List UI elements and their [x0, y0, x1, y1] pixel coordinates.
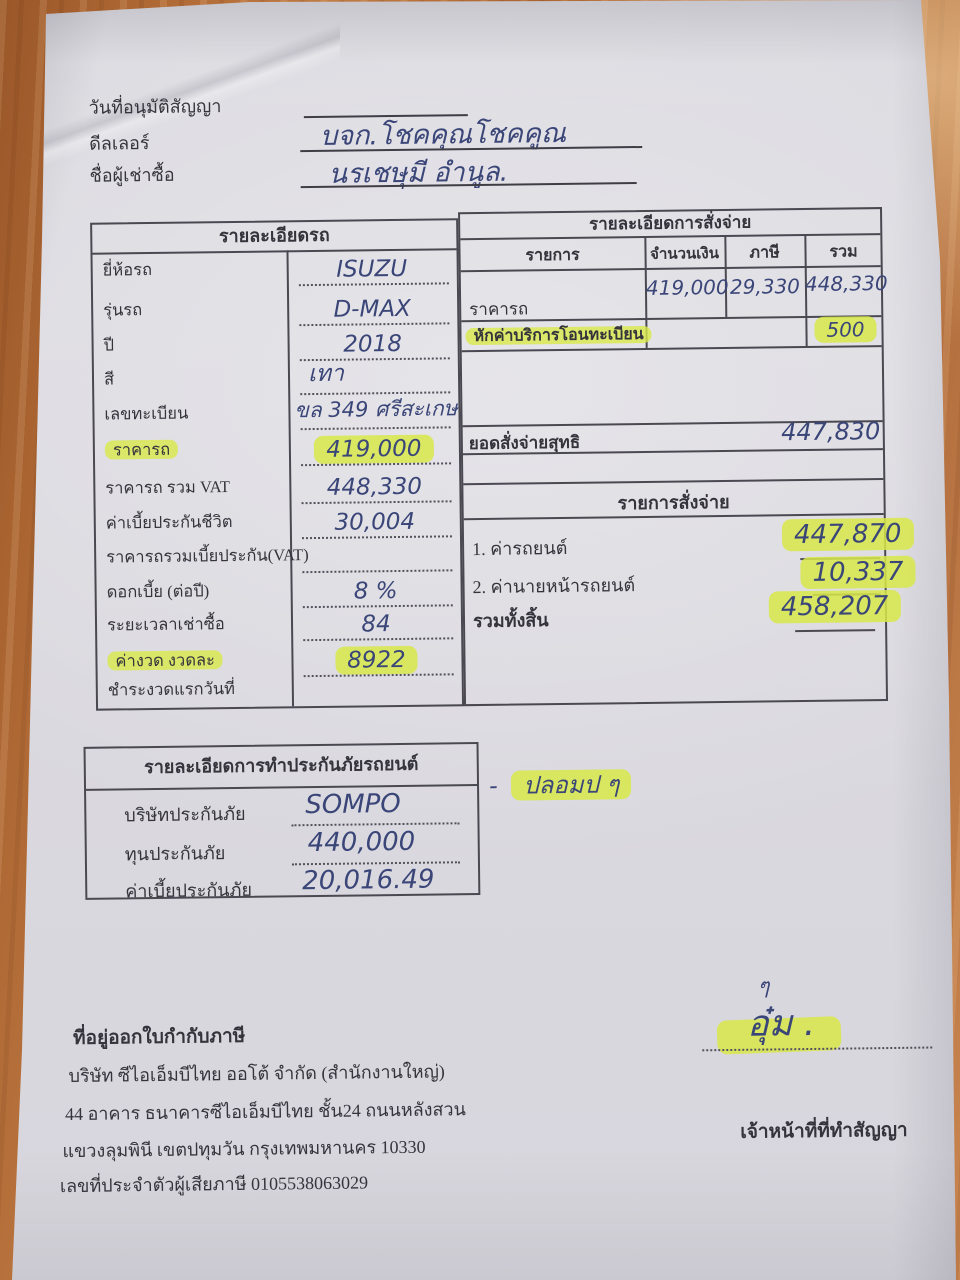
- disb-row-value: 10,337: [800, 555, 916, 590]
- highlighted-value: 458,207: [768, 589, 901, 624]
- row-label: สี: [103, 369, 115, 389]
- row1-amount: 419,000: [645, 274, 729, 300]
- highlighted-value: 8922: [335, 645, 418, 675]
- row-label: ยี่ห้อรถ: [102, 259, 153, 280]
- table-row: ราคารถ 419,000: [95, 428, 459, 468]
- row-label: ค่าเบี้ยประกันชีวิต: [105, 512, 233, 533]
- table-row: ราคารถรวมเบี้ยประกัน(VAT): [96, 537, 460, 575]
- net-value: 447,830: [780, 417, 881, 447]
- car-details-table: รายละเอียดรถ ยี่ห้อรถ ISUZU รุ่นรถ D-MAX: [90, 218, 465, 711]
- row-value: SOMPO: [305, 788, 401, 821]
- row1-tax: 29,330: [729, 274, 801, 299]
- disb-row-label: 1. ค่ารถยนต์: [472, 537, 568, 560]
- row-label: ชำระงวดแรกวันที่: [107, 678, 236, 700]
- insurance-table: รายละเอียดการทำประกันภัยรถยนต์ บริษัทประ…: [83, 742, 481, 901]
- address-line: บริษัท ซีไอเอ็มบีไทย ออโต้ จำกัด (สำนักง…: [68, 1061, 445, 1087]
- disb-row-label: รวมทั้งสิ้น: [472, 610, 549, 632]
- highlighted-value: 500: [814, 316, 877, 343]
- row2-item: หักค่าบริการโอนทะเบียน: [465, 322, 652, 349]
- dealer-label: ดีลเลอร์: [89, 133, 150, 154]
- disb-row-label: 2. ค่านายหน้ารถยนต์: [472, 575, 636, 598]
- col-header-amount: จำนวนเงิน: [650, 246, 720, 263]
- row-label: ค่าเบี้ยประกันภัย: [125, 879, 253, 902]
- value-underline: [795, 629, 876, 633]
- row-value: 20,016.49: [301, 864, 435, 897]
- note-dash: -: [488, 771, 498, 800]
- highlighted-value: 419,000: [314, 434, 434, 465]
- address-line: 44 อาคาร ธนาคารซีไอเอ็มบีไทย ชั้น24 ถนนห…: [64, 1099, 466, 1125]
- approval-date-value: [306, 92, 466, 94]
- row-label: ราคารถ รวม VAT: [105, 477, 230, 498]
- payment-header: รายละเอียดการสั่งจ่าย: [460, 209, 881, 241]
- table-row: ชำระงวดแรกวันที่: [98, 675, 462, 708]
- insurance-header: รายละเอียดการทำประกันภัยรถยนต์: [85, 744, 478, 791]
- row-label: ราคารถรวมเบี้ยประกัน(VAT): [106, 545, 309, 567]
- note-text-highlighted: ปลอมป ๆ: [511, 769, 632, 801]
- row-value: D-MAX: [333, 295, 412, 323]
- col-header-tax: ภาษี: [749, 244, 780, 262]
- row-value: เทา: [307, 360, 345, 388]
- col-header-item: รายการ: [525, 246, 580, 265]
- row-value: ขล 349 ศรีสะเกษ: [294, 396, 458, 423]
- disb-row-value: 447,870: [781, 517, 914, 552]
- row-label: เลขทะเบียน: [104, 403, 189, 424]
- table-row: ราคารถ รวม VAT 448,330: [95, 464, 459, 506]
- row-label: ราคารถ: [104, 437, 179, 464]
- paper-crease: [30, 20, 340, 170]
- row-value: ISUZU: [336, 255, 408, 283]
- signature: อุ๋ม .: [746, 1002, 816, 1045]
- buyer-label: ชื่อผู้เช่าซื้อ: [89, 164, 175, 186]
- margin-note: - ปลอมป ๆ: [489, 764, 632, 805]
- highlighted-label: ราคารถ: [104, 439, 179, 460]
- buyer-value: นรเชษุมี อำนูล.: [328, 156, 509, 190]
- approval-date-label: วันที่อนุมัติสัญญา: [88, 96, 222, 118]
- row-value: 84: [361, 611, 391, 638]
- row-value: 448,330: [326, 473, 423, 501]
- row1-total: 448,330: [804, 270, 888, 297]
- row-label: ระยะเวลาเช่าซื้อ: [106, 614, 225, 635]
- table-row: ค่าเบี้ยประกันชีวิต 30,004: [96, 502, 460, 541]
- row2-total: 500: [807, 316, 883, 343]
- highlighted-value: 447,870: [781, 517, 914, 552]
- table-row: ค่างวด งวดละ 8922: [97, 639, 461, 679]
- highlighted-label: หักค่าบริการโอนทะเบียน: [465, 325, 652, 346]
- highlighted-label: ค่างวด งวดละ: [107, 650, 224, 671]
- col-header-total: รวม: [829, 243, 858, 261]
- row-label: ค่างวด งวดละ: [107, 647, 224, 674]
- table-row: ระยะเวลาเช่าซื้อ 84: [97, 606, 461, 643]
- address-line: เลขที่ประจำตัวผู้เสียภาษี 0105538063029: [59, 1172, 369, 1197]
- row-label: ทุนประกันภัย: [124, 843, 226, 865]
- row-label: ปี: [103, 335, 115, 355]
- table-row: รุ่นรถ D-MAX: [93, 284, 457, 328]
- row-value: 419,000: [295, 434, 453, 465]
- row-value: 30,004: [334, 508, 416, 536]
- row-value: 8922: [297, 645, 455, 675]
- car-details-body: ยี่ห้อรถ ISUZU รุ่นรถ D-MAX ปี 2018: [92, 248, 462, 708]
- row-value: 8 %: [353, 578, 398, 605]
- table-row: ยี่ห้อรถ ISUZU: [92, 248, 456, 288]
- table-row: เลขทะเบียน ขล 349 ศรีสะเกษ: [94, 393, 458, 432]
- highlighted-value: 10,337: [800, 555, 916, 590]
- row-label: บริษัทประกันภัย: [124, 803, 246, 826]
- payment-details-table: รายละเอียดการสั่งจ่าย รายการ จำนวนเงิน ภ…: [458, 207, 916, 707]
- disb-row-value: 458,207: [768, 589, 901, 624]
- address-line: แขวงลุมพินี เขตปทุมวัน กรุงเทพมหานคร 103…: [62, 1136, 426, 1162]
- row-value: 440,000: [307, 826, 416, 859]
- row-border: [463, 478, 884, 486]
- officer-label: เจ้าหน้าที่ที่ทำสัญญา: [740, 1119, 908, 1143]
- tax-address-title: ที่อยู่ออกใบกำกับภาษี: [72, 1025, 246, 1050]
- row-label: รุ่นรถ: [103, 300, 143, 320]
- row-value: [298, 701, 456, 703]
- table-row: ดอกเบี้ย (ต่อปี) 8 %: [96, 571, 460, 610]
- row-label: ดอกเบี้ย (ต่อปี): [106, 581, 210, 602]
